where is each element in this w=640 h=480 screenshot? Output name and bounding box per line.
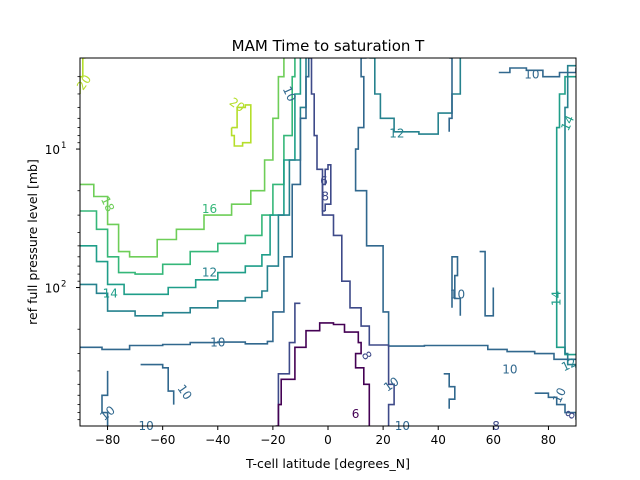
x-tick-label: −20 (260, 433, 285, 447)
y-tick-label: 10 (45, 282, 60, 296)
contour-label: 10 (524, 68, 539, 82)
y-tick-exponent: 1 (61, 141, 66, 151)
contour-line-18 (80, 58, 285, 258)
y-tick-label: 10 (45, 143, 60, 157)
contour-line-14 (555, 75, 576, 356)
x-tick-label: −40 (205, 433, 230, 447)
x-tick-label: 20 (375, 433, 390, 447)
contour-label: 14 (558, 113, 577, 133)
y-axis-label: ref full pressure level [mb] (25, 159, 40, 325)
contour-line-10 (534, 392, 576, 420)
x-axis-label: T-cell latitude [degrees_N] (245, 456, 410, 471)
x-tick-label: −60 (150, 433, 175, 447)
contour-label: 14 (103, 286, 118, 300)
contour-label: 6 (320, 174, 328, 188)
contour-line-10 (354, 58, 576, 361)
contour-line-10 (80, 58, 310, 351)
x-tick-label: 60 (486, 433, 501, 447)
contour-label: 12 (559, 355, 579, 374)
contour-label: 10 (210, 336, 225, 350)
contour-label: 10 (280, 84, 299, 104)
contour-label: 16 (202, 202, 217, 216)
contour-line-20 (230, 104, 252, 147)
contour-layer (80, 58, 576, 426)
contour-line-14 (80, 58, 302, 296)
x-tick-label: −80 (95, 433, 120, 447)
x-axis-ticks: −80 −60 −40 −20 0 20 40 60 80 (95, 426, 556, 447)
contour-label: 10 (502, 362, 517, 376)
contour-label: 18 (98, 194, 117, 214)
x-tick-label: 40 (431, 433, 446, 447)
contour-line-8 (308, 58, 395, 426)
contour-line-16 (80, 58, 296, 275)
x-tick-label: 80 (541, 433, 556, 447)
contour-line-8 (321, 164, 332, 212)
contour-line-10 (451, 256, 462, 316)
contour-label: 12 (389, 126, 404, 140)
y-tick-exponent: 2 (61, 280, 66, 290)
contour-line-10 (448, 58, 453, 132)
contour-line-6 (275, 322, 371, 426)
contour-label: 8 (321, 190, 329, 204)
contour-line-10 (101, 370, 109, 426)
chart-title: MAM Time to saturation T (232, 37, 425, 55)
contour-line-10 (443, 373, 456, 409)
contour-label: 10 (550, 385, 569, 405)
contour-line-10 (140, 363, 175, 405)
contour-line-10 (498, 67, 576, 78)
contour-line-10 (479, 250, 495, 317)
contour-line-12 (80, 58, 307, 317)
contour-line-8 (277, 302, 301, 426)
x-tick-label: 0 (324, 433, 332, 447)
contour-label: 12 (202, 266, 217, 280)
contour-line-20 (80, 58, 86, 94)
contour-label: 6 (352, 407, 360, 421)
contour-label: 10 (450, 287, 465, 301)
contour-label: 14 (550, 291, 564, 306)
contour-line-12 (564, 64, 576, 368)
